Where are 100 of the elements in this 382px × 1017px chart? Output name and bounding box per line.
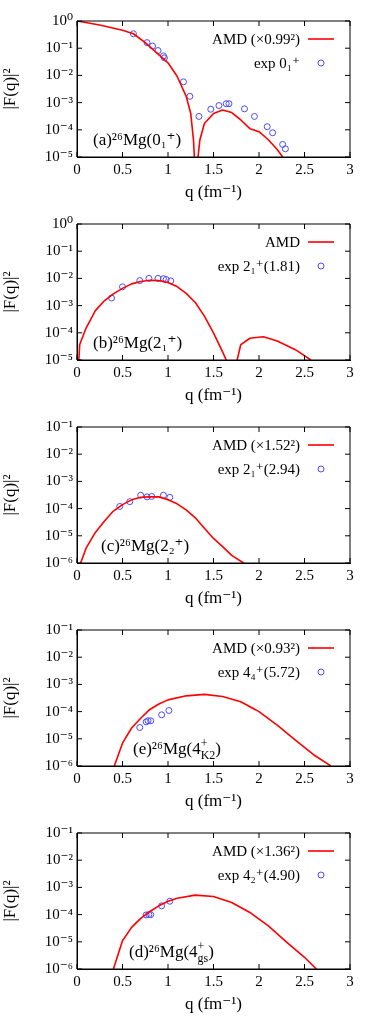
x-tick-label: 2 <box>255 566 263 583</box>
x-tick-label: 1.5 <box>204 363 223 380</box>
legend-label: exp 2₁⁺(1.81) <box>217 258 300 275</box>
y-tick-label: 10⁻² <box>45 445 74 462</box>
y-tick-label: 10⁻⁶ <box>44 756 73 773</box>
y-tick-label: 10⁻² <box>45 648 74 665</box>
y-tick-label: 10⁻⁴ <box>44 905 73 922</box>
point <box>222 100 230 108</box>
point <box>142 911 150 919</box>
y-tick-label: 10⁻¹ <box>45 620 73 637</box>
x-tick-label: 0.5 <box>113 566 132 583</box>
point <box>166 897 174 905</box>
y-tick-label: 10⁻⁶ <box>44 553 73 570</box>
point <box>159 275 167 283</box>
y-tick-label: 10⁻⁴ <box>44 499 73 516</box>
point <box>279 140 287 148</box>
x-tick-label: 2.5 <box>295 363 314 380</box>
x-tick-label: 1.5 <box>204 769 223 786</box>
point <box>137 491 145 499</box>
point <box>165 706 173 714</box>
annotation: (b)²⁶Mg(2₁⁺) <box>93 333 183 352</box>
y-tick-label: 10⁻⁶ <box>44 959 73 976</box>
x-tick-label: 0 <box>73 363 81 380</box>
y-tick-label: 10⁻⁴ <box>44 120 73 137</box>
point <box>148 492 156 500</box>
x-tick-label: 2 <box>255 972 263 989</box>
y-tick-label: 10⁰ <box>51 11 73 28</box>
point <box>108 294 116 302</box>
y-tick-label: 10⁻³ <box>45 93 74 110</box>
x-tick-label: 1 <box>164 972 172 989</box>
x-axis-title: q (fm⁻¹) <box>184 182 243 202</box>
point <box>215 102 223 110</box>
x-axis-title: q (fm⁻¹) <box>184 588 243 608</box>
point <box>250 112 258 120</box>
x-tick-label: 0.5 <box>113 769 132 786</box>
point <box>143 493 151 501</box>
x-tick-label: 2 <box>255 769 263 786</box>
x-axis-title: q (fm⁻¹) <box>184 385 243 405</box>
annotation: (a)²⁶Mg(0₁⁺) <box>93 130 182 149</box>
point <box>136 277 144 285</box>
point <box>136 724 144 732</box>
point <box>179 78 187 86</box>
y-tick-label: 10⁻¹ <box>45 39 73 56</box>
legend-label: exp 4₄⁺(5.72) <box>217 664 300 681</box>
point <box>195 112 203 120</box>
y-tick-label: 10⁻⁴ <box>44 702 73 719</box>
legend-label: AMD <box>265 234 301 250</box>
point <box>145 274 153 282</box>
y-tick-label: 10⁻⁵ <box>44 147 73 164</box>
x-tick-label: 2.5 <box>295 769 314 786</box>
y-tick-label: 10⁻³ <box>45 675 74 692</box>
x-tick-label: 1 <box>164 566 172 583</box>
x-tick-label: 2.5 <box>295 160 314 177</box>
x-tick-label: 1 <box>164 363 172 380</box>
y-axis-title: |F(q)|² <box>0 474 19 516</box>
x-tick-label: 2 <box>255 363 263 380</box>
x-tick-label: 1 <box>164 769 172 786</box>
point <box>129 30 137 38</box>
x-tick-label: 1 <box>164 160 172 177</box>
x-tick-label: 0 <box>73 160 81 177</box>
point <box>116 502 124 510</box>
y-tick-label: 10⁻³ <box>45 878 74 895</box>
point <box>263 123 271 131</box>
legend-label: exp 2₁⁺(2.94) <box>217 461 300 478</box>
point <box>154 274 162 282</box>
point <box>167 277 175 285</box>
x-tick-label: 3 <box>346 160 354 177</box>
y-axis-title: |F(q)|² <box>0 68 19 110</box>
x-tick-label: 2 <box>255 160 263 177</box>
point <box>143 39 151 47</box>
x-tick-label: 2.5 <box>295 566 314 583</box>
point <box>119 283 126 291</box>
x-axis-title: q (fm⁻¹) <box>184 994 243 1014</box>
point <box>126 498 134 506</box>
y-tick-label: 10⁻⁵ <box>44 729 73 746</box>
point <box>269 129 277 137</box>
legend-label: AMD (×1.52²) <box>212 437 300 454</box>
point <box>154 47 162 55</box>
x-tick-label: 2.5 <box>295 972 314 989</box>
point <box>207 105 215 113</box>
x-tick-label: 1.5 <box>204 160 223 177</box>
x-tick-label: 3 <box>346 363 354 380</box>
point <box>281 145 289 153</box>
point <box>159 491 167 499</box>
x-axis-title: q (fm⁻¹) <box>184 791 243 811</box>
point <box>186 92 194 100</box>
x-tick-label: 0 <box>73 769 81 786</box>
y-tick-label: 10⁻³ <box>45 296 74 313</box>
y-tick-label: 10⁻² <box>45 66 74 83</box>
x-tick-label: 3 <box>346 769 354 786</box>
y-tick-label: 10⁻¹ <box>45 417 73 434</box>
point <box>240 105 248 113</box>
y-tick-label: 10⁻⁵ <box>44 526 73 543</box>
point <box>158 711 166 719</box>
point <box>147 717 155 725</box>
point <box>162 276 170 284</box>
y-axis-title: |F(q)|² <box>0 880 19 922</box>
y-tick-label: 10⁻² <box>45 851 74 868</box>
y-tick-label: 10⁻³ <box>45 472 74 489</box>
x-tick-label: 0 <box>73 972 81 989</box>
